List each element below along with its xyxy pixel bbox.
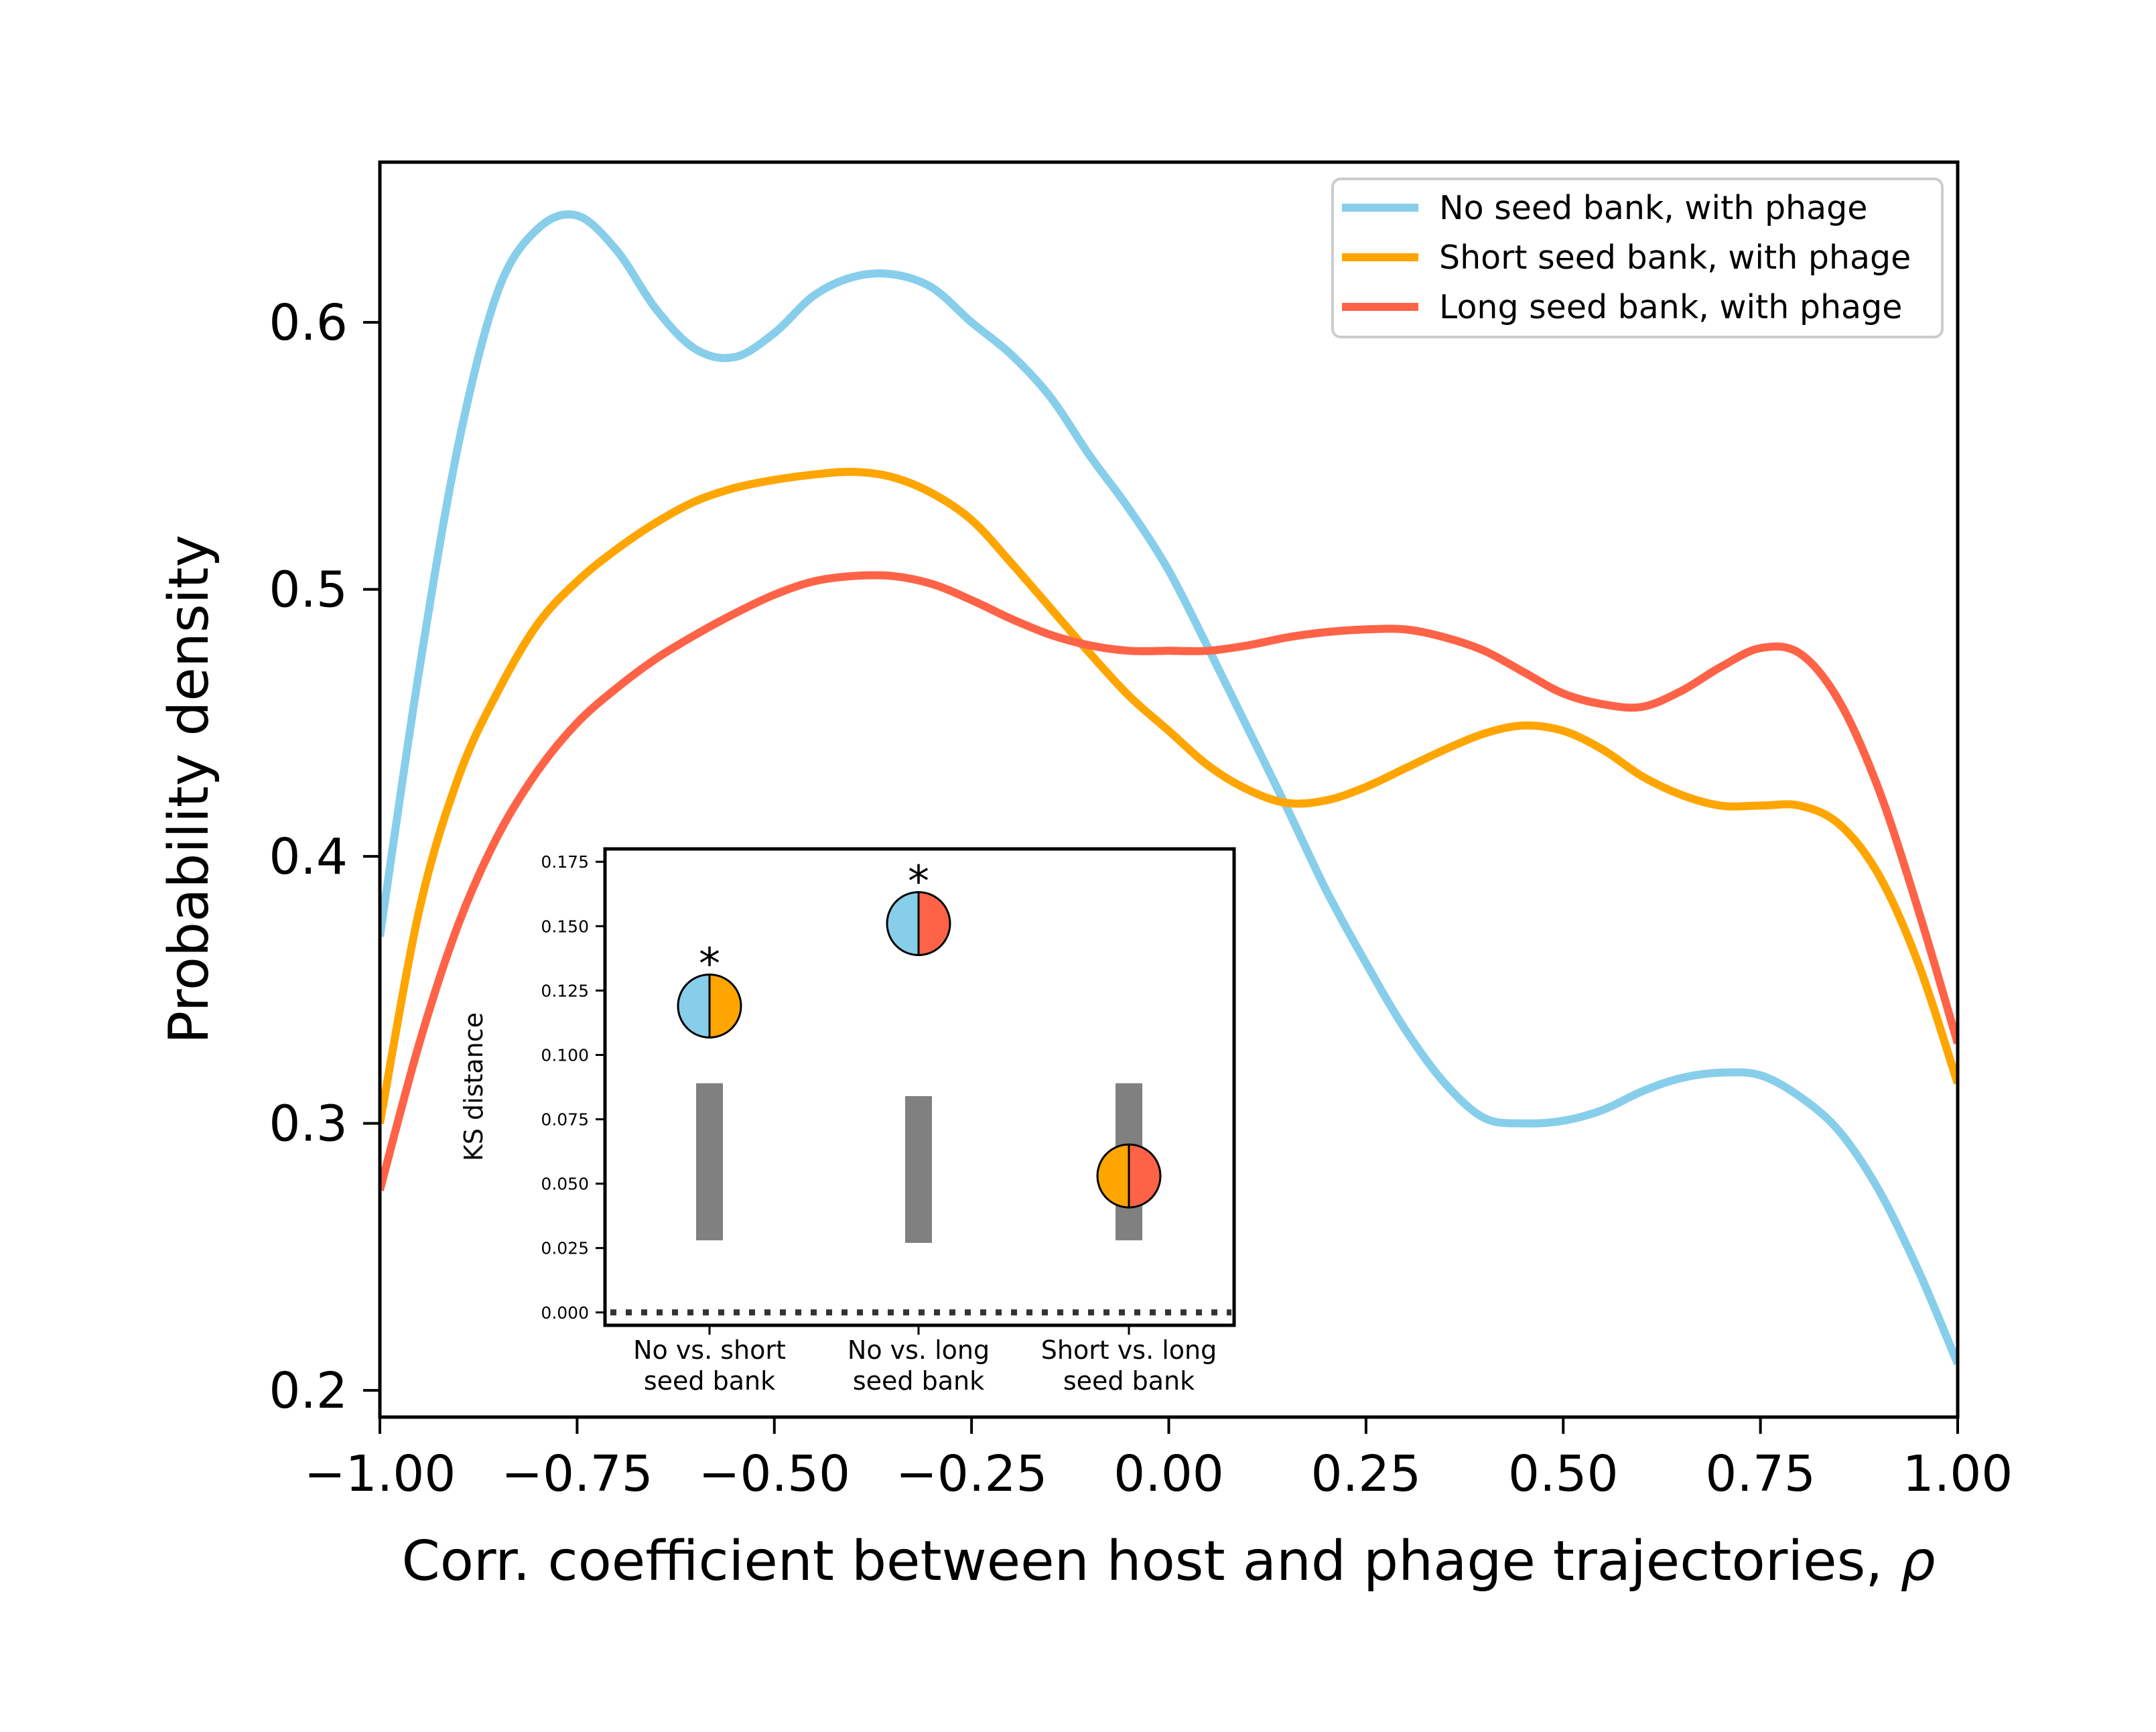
inset-y-tick-label: 0.100 bbox=[541, 1045, 589, 1065]
main-x-axis-title-text: Corr. coefficient between host and phage… bbox=[401, 1530, 1900, 1593]
significance-star-0: * bbox=[699, 939, 720, 989]
main-x-tick-label: 0.75 bbox=[1705, 1445, 1816, 1503]
inset-plot: ** 0.0000.0250.0500.0750.1000.1250.1500.… bbox=[459, 847, 1236, 1396]
ks-marker-outline bbox=[886, 890, 951, 956]
ks-marker-1 bbox=[886, 890, 951, 956]
ks-marker-left-half bbox=[1097, 1144, 1129, 1208]
legend-label-0: No seed bank, with phage bbox=[1439, 189, 1867, 227]
main-y-axis-title: Probability density bbox=[157, 535, 221, 1044]
inset-y-tick-label: 0.125 bbox=[541, 981, 589, 1000]
ks-marker-2 bbox=[1096, 1143, 1162, 1209]
legend-label-1: Short seed bank, with phage bbox=[1439, 239, 1911, 277]
main-x-tick-label: −0.25 bbox=[896, 1445, 1048, 1503]
main-x-tick-label: 0.50 bbox=[1508, 1445, 1619, 1503]
main-x-tick-label: 0.25 bbox=[1310, 1445, 1421, 1503]
inset-x-tick-label-1: No vs. long seed bank bbox=[848, 1335, 990, 1396]
ks-marker-right-half bbox=[1129, 1144, 1160, 1208]
main-x-tick-label: −0.75 bbox=[501, 1445, 653, 1503]
main-x-axis: −1.00 −0.75 −0.50 −0.25 0.00 0.25 0.50 0.75 1.00 bbox=[304, 1417, 2013, 1503]
significance-star-1: * bbox=[908, 857, 929, 907]
ks-marker-outline bbox=[1096, 1143, 1162, 1209]
inset-y-axis-title: KS distance bbox=[459, 1012, 488, 1161]
inset-y-tick-label: 0.175 bbox=[541, 852, 589, 872]
inset-x-tick-line: seed bank bbox=[1063, 1366, 1195, 1396]
inset-y-tick-label: 0.000 bbox=[541, 1303, 589, 1323]
ks-marker-right-half bbox=[710, 974, 741, 1038]
ks-marker-right-half bbox=[919, 892, 950, 955]
main-x-tick-label: 0.00 bbox=[1114, 1445, 1224, 1503]
ks-marker-left-half bbox=[887, 892, 919, 955]
inset-x-tick-label-2: Short vs. long seed bank bbox=[1041, 1335, 1217, 1396]
main-x-axis-title-symbol: ρ bbox=[1900, 1530, 1935, 1593]
inset-x-tick-line: No vs. short bbox=[633, 1335, 786, 1365]
series-line-2 bbox=[380, 571, 1958, 1191]
inset-y-tick-label: 0.150 bbox=[541, 917, 589, 936]
main-series-lines bbox=[380, 210, 1958, 1365]
ks-marker-outline bbox=[677, 973, 742, 1039]
inset-x-tick-line: seed bank bbox=[644, 1366, 775, 1396]
inset-y-tick-label: 0.050 bbox=[541, 1175, 589, 1194]
main-y-tick-label: 0.3 bbox=[269, 1095, 348, 1153]
main-x-tick-label: −0.50 bbox=[698, 1445, 850, 1503]
main-y-axis: 0.2 0.3 0.4 0.5 0.6 bbox=[269, 294, 380, 1420]
inset-x-tick-line: Short vs. long bbox=[1041, 1335, 1217, 1365]
series-line-0 bbox=[380, 210, 1958, 1365]
main-x-tick-label: 1.00 bbox=[1903, 1445, 2013, 1503]
null-range-bar-1 bbox=[905, 1095, 932, 1244]
main-y-tick-label: 0.2 bbox=[269, 1362, 348, 1420]
inset-ks-markers bbox=[677, 890, 1162, 1209]
inset-x-tick-line: seed bank bbox=[853, 1366, 984, 1396]
main-y-tick-label: 0.5 bbox=[269, 561, 348, 619]
inset-y-axis: 0.000 0.025 0.050 0.075 0.100 0.125 0.150 0.175 bbox=[541, 852, 605, 1323]
null-range-bar-0 bbox=[696, 1083, 723, 1241]
main-x-axis-title: Corr. coefficient between host and phage… bbox=[401, 1530, 1935, 1593]
legend-items: No seed bank, with phage Short seed bank,… bbox=[1342, 189, 1911, 326]
inset-y-tick-label: 0.075 bbox=[541, 1110, 589, 1130]
series-line-1 bbox=[380, 468, 1958, 1124]
inset-x-tick-line: No vs. long bbox=[848, 1335, 990, 1365]
legend-box bbox=[1331, 178, 1944, 338]
main-x-tick-label: −1.00 bbox=[304, 1445, 456, 1503]
inset-significance-stars: ** bbox=[699, 857, 929, 989]
main-y-tick-label: 0.4 bbox=[269, 828, 348, 886]
ks-marker-left-half bbox=[678, 974, 710, 1038]
main-y-tick-label: 0.6 bbox=[269, 294, 348, 352]
legend-label-2: Long seed bank, with phage bbox=[1439, 288, 1902, 326]
main-plot: −1.00 −0.75 −0.50 −0.25 0.00 0.25 0.50 0.75 1.00… bbox=[157, 160, 2013, 1593]
inset-x-tick-label-0: No vs. short seed bank bbox=[633, 1335, 786, 1396]
inset-y-tick-label: 0.025 bbox=[541, 1239, 589, 1258]
ks-marker-0 bbox=[677, 973, 742, 1039]
legend: No seed bank, with phage Short seed bank,… bbox=[1331, 178, 1944, 338]
